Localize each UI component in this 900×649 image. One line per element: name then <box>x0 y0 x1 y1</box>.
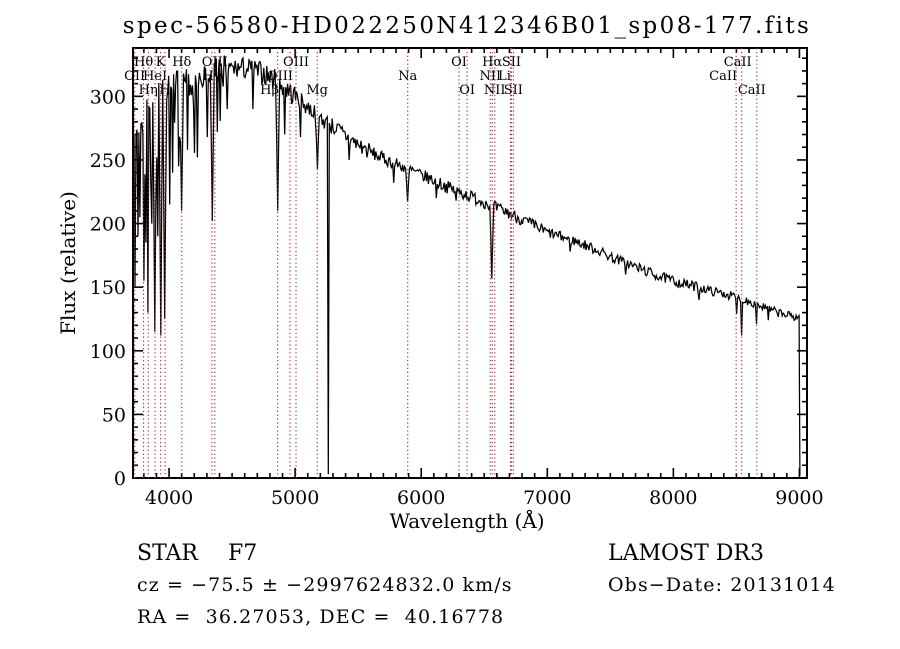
spectral-line-label: Hβ <box>260 83 279 98</box>
y-tick-label: 200 <box>90 214 126 236</box>
spectrum-trace <box>132 55 801 476</box>
object-subclass: F7 <box>228 541 257 566</box>
spectral-line-label: CaII <box>738 83 766 98</box>
spectral-line-label: OI <box>451 55 467 70</box>
spectral-line-label: NII <box>479 69 501 84</box>
plot-frame <box>132 47 808 479</box>
x-tick-label: 4000 <box>145 487 193 509</box>
spectral-line-label: OIII <box>202 55 228 70</box>
figure-title: spec-56580-HD022250N412346B01_sp08-177.f… <box>123 13 812 39</box>
x-tick-label: 7000 <box>523 487 571 509</box>
spectral-line-label: K <box>156 55 166 70</box>
spectral-line-label: OIII <box>267 69 293 84</box>
survey-release: LAMOST DR3 <box>608 541 764 566</box>
x-tick-label: 9000 <box>775 487 823 509</box>
spectral-line-label: OII <box>124 69 145 84</box>
spectral-line-label: OIII <box>283 55 309 70</box>
x-tick-label: 6000 <box>397 487 445 509</box>
spectral-line-label: H <box>159 83 170 98</box>
x-axis-label: Wavelength (Å) <box>389 508 544 533</box>
cz-value: cz = −75.5 ± −2997624832.0 km/s <box>137 574 513 596</box>
spectral-line-label: NII <box>484 83 506 98</box>
obs-date: Obs−Date: 20131014 <box>608 574 836 596</box>
spectral-line-label: HeI <box>143 69 167 84</box>
spectral-line-label: Mg <box>306 83 328 98</box>
y-tick-label: 150 <box>90 277 126 299</box>
y-tick-label: 300 <box>90 86 126 108</box>
spectral-line-label: Hα <box>482 55 502 70</box>
ra-dec-coordinates: RA = 36.27053, DEC = 40.16778 <box>137 606 504 628</box>
x-tick-label: 5000 <box>271 487 319 509</box>
y-tick-label: 250 <box>90 150 126 172</box>
spectral-line-label: SII <box>504 83 523 98</box>
x-tick-label: 8000 <box>649 487 697 509</box>
spectral-line-label: OI <box>459 83 475 98</box>
y-tick-label: 0 <box>114 468 126 490</box>
y-axis-label: Flux (relative) <box>56 191 80 335</box>
spectral-line-label: Hθ <box>134 55 153 70</box>
y-tick-label: 50 <box>102 404 126 426</box>
spectral-line-label: Hγ <box>202 69 221 84</box>
spectral-line-label: CaII <box>709 69 737 84</box>
spectral-line-label: SII <box>502 55 521 70</box>
spectral-line-label: Hδ <box>172 55 191 70</box>
spectral-line-label: CaII <box>724 55 752 70</box>
y-tick-label: 100 <box>90 341 126 363</box>
object-class: STAR <box>137 541 199 566</box>
spectral-line-label: Hη <box>139 83 158 98</box>
spectral-line-label: Li <box>498 69 511 84</box>
plot-area: 4000 5000 6000 7000 8000 9000 0 50 100 150 200 250 3… <box>90 47 824 509</box>
spectral-line-label: Na <box>398 69 417 84</box>
